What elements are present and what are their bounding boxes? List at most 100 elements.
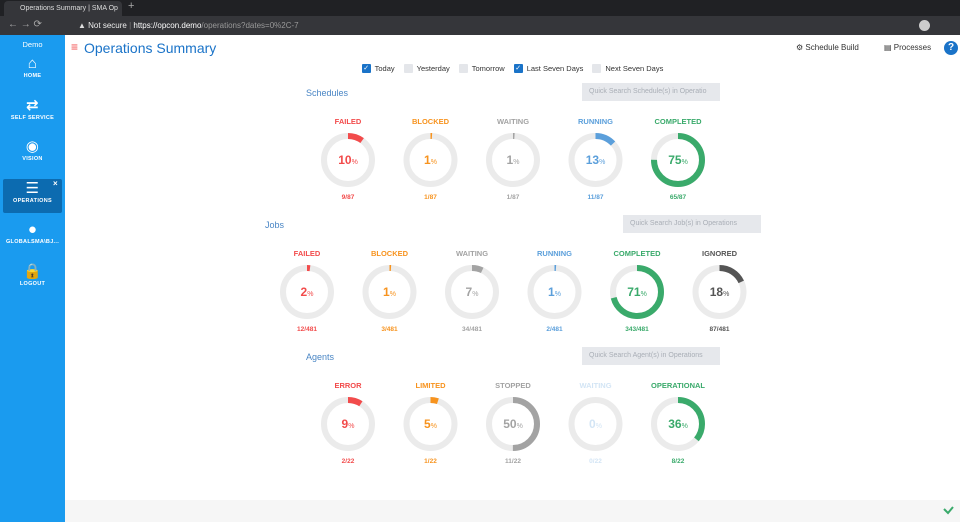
- gauge-value: 13%: [586, 153, 606, 167]
- gauge-count: 12/481: [297, 326, 317, 333]
- processes[interactable]: ▤ Processes: [884, 43, 932, 52]
- browser-tab[interactable]: Operations Summary | SMA Op: [4, 1, 122, 16]
- gauge-count: 0/22: [589, 458, 602, 465]
- percent-number: 0: [589, 417, 596, 431]
- filter-label: Last Seven Days: [526, 64, 584, 73]
- nav-item[interactable]: ⌂ HOME: [0, 55, 65, 79]
- schedule-build[interactable]: ⚙ Schedule Build: [796, 43, 859, 52]
- gauge-label: STOPPED: [495, 381, 531, 390]
- footer-bar: [65, 500, 960, 522]
- percent-sign: %: [682, 159, 688, 166]
- filter-label: Next Seven Days: [605, 64, 664, 73]
- filter-option[interactable]: ✓ Today: [361, 64, 395, 73]
- gauge-count: 1/22: [424, 458, 437, 465]
- new-tab[interactable]: +: [128, 0, 135, 12]
- gauge-value: 0%: [589, 417, 602, 431]
- gauge-value: 9%: [342, 417, 355, 431]
- gauge-arc: [568, 133, 623, 187]
- gauge-track: [362, 265, 417, 319]
- checkbox: ✓: [361, 64, 371, 73]
- gauge-value: 2%: [301, 285, 314, 299]
- gauge-arc: [692, 265, 747, 319]
- section-title: Jobs: [265, 220, 285, 230]
- gauge-arc: [486, 133, 540, 187]
- omnibox[interactable]: ▲ Not secure | https://opcon.demo/operat…: [78, 21, 299, 30]
- percent-number: 1: [383, 285, 390, 299]
- nav-label: LOGOUT: [19, 280, 46, 287]
- gauge-value: 5%: [424, 417, 437, 431]
- percent-sign: %: [641, 291, 647, 298]
- filter-option[interactable]: Next Seven Days: [592, 64, 663, 73]
- search-box[interactable]: Quick Search Schedule(s) in Operatio: [582, 83, 720, 101]
- gauge-count: 343/481: [625, 326, 649, 333]
- percent-number: 75: [668, 153, 682, 167]
- gauge-value: 71%: [627, 285, 647, 299]
- gauge-arc: [445, 265, 499, 319]
- gauge-arc: [651, 397, 705, 451]
- profile-icon[interactable]: [919, 20, 930, 31]
- filter-label: Today: [374, 64, 395, 73]
- gauge-label: LIMITED: [416, 381, 447, 390]
- nav-label: OPERATIONS: [13, 197, 52, 204]
- percent-number: 9: [342, 417, 349, 431]
- filter-option[interactable]: Yesterday: [403, 64, 450, 73]
- search-box[interactable]: Quick Search Job(s) in Operations: [623, 215, 761, 233]
- nav-item[interactable]: ☰ OPERATIONS: [0, 180, 65, 204]
- filter-option[interactable]: ✓ Last Seven Days: [513, 64, 584, 73]
- percent-number: 5: [424, 417, 431, 431]
- percent-sign: %: [513, 159, 519, 166]
- gauge-label: RUNNING: [537, 249, 572, 258]
- nav-item[interactable]: ● GLOBALSMA\BJ...: [0, 221, 65, 245]
- address-bar: ← → ⟳ ▲ Not secure | https://opcon.demo/…: [0, 16, 960, 35]
- search-box[interactable]: Quick Search Agent(s) in Operations: [582, 347, 720, 365]
- url-path: /operations?dates=0%2C-7: [201, 21, 299, 30]
- close-icon[interactable]: ×: [53, 179, 58, 188]
- filter-label: Yesterday: [416, 64, 450, 73]
- percent-sign: %: [431, 159, 437, 166]
- percent-number: 13: [586, 153, 600, 167]
- gauge-value: 1%: [507, 153, 520, 167]
- menu-icon[interactable]: ≡: [71, 40, 79, 54]
- gauge-label: COMPLETED: [613, 249, 661, 258]
- percent-sign: %: [555, 291, 561, 298]
- filter-option[interactable]: Tomorrow: [458, 64, 505, 73]
- filter-label: Tomorrow: [471, 64, 505, 73]
- gauge-track: [403, 397, 458, 451]
- percent-sign: %: [431, 423, 437, 430]
- section-title: Agents: [306, 352, 335, 362]
- gauge-track: [486, 397, 540, 451]
- percent-number: 7: [466, 285, 473, 299]
- section-title: Schedules: [306, 88, 349, 98]
- gauge-arc: [403, 133, 458, 187]
- gauge-label: OPERATIONAL: [651, 381, 705, 390]
- nav-icon: 🔒: [23, 262, 42, 280]
- percent-sign: %: [682, 423, 688, 430]
- percent-number: 10: [338, 153, 352, 167]
- gauge-track: [403, 133, 458, 187]
- action-label: Schedule Build: [805, 43, 859, 52]
- gauge-label: COMPLETED: [654, 117, 702, 126]
- percent-sign: %: [517, 423, 523, 430]
- gauge-value: 50%: [503, 417, 523, 431]
- gauge-arc: [280, 265, 334, 319]
- nav-item[interactable]: ⇄ SELF SERVICE: [0, 97, 65, 121]
- nav-icon: ⌂: [27, 55, 38, 72]
- nav-icon: ●: [27, 221, 38, 238]
- gauge-label: FAILED: [335, 117, 362, 126]
- help-icon[interactable]: ?: [944, 41, 958, 55]
- percent-sign: %: [348, 423, 354, 430]
- percent-number: 2: [301, 285, 308, 299]
- gauge-value: 18%: [710, 285, 730, 299]
- gauge-count: 11/22: [505, 458, 521, 465]
- gauge-track: [321, 397, 375, 451]
- gauge-count: 11/87: [588, 194, 604, 201]
- percent-sign: %: [472, 291, 478, 298]
- gauge-arc: [403, 397, 458, 451]
- nav-icon: ☰: [25, 179, 40, 197]
- nav-item[interactable]: ◉ VISION: [0, 138, 65, 162]
- checkbox: [403, 64, 413, 73]
- nav-item[interactable]: 🔒 LOGOUT: [0, 263, 65, 287]
- nav-buttons[interactable]: ← → ⟳: [8, 19, 42, 30]
- security-warning: Not secure: [88, 21, 127, 30]
